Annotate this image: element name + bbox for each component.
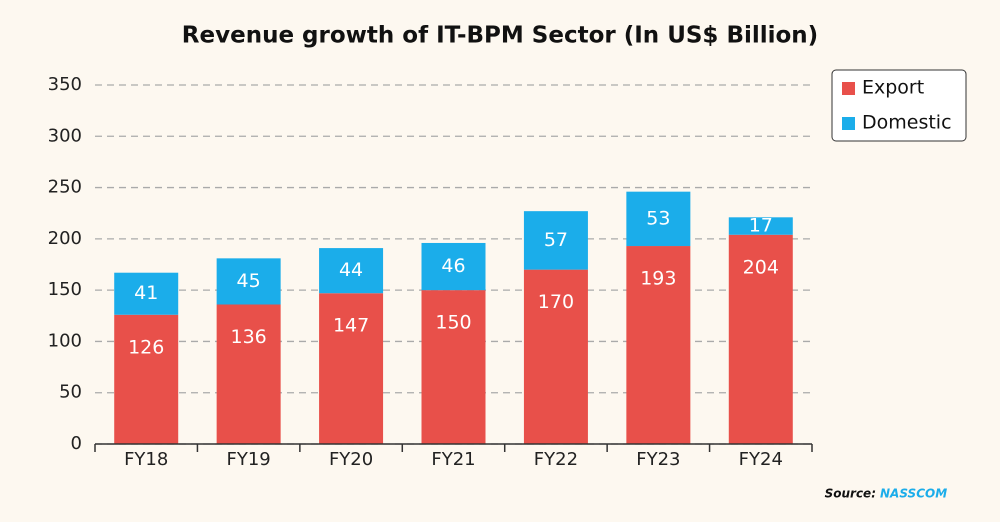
- bar-segment: [319, 248, 384, 294]
- y-tick-label: 200: [48, 228, 82, 249]
- source-label: Source:: [825, 487, 876, 501]
- bar-segment: [626, 246, 691, 444]
- data-label: 136: [231, 326, 267, 348]
- data-label: 170: [538, 291, 574, 313]
- bar-segment: [216, 258, 281, 305]
- bar-segment: [421, 290, 486, 444]
- bar-segment: [523, 269, 588, 444]
- bar-segment: [626, 191, 691, 247]
- y-tick-label: 150: [48, 279, 82, 300]
- y-tick-label: 100: [48, 330, 82, 351]
- y-tick-label: 300: [48, 125, 82, 146]
- data-label: 147: [333, 315, 369, 337]
- bar-segment: [319, 293, 384, 444]
- data-label: 44: [339, 259, 363, 281]
- data-label: 204: [743, 256, 779, 278]
- bar-segment: [421, 242, 486, 291]
- data-label: 53: [646, 207, 670, 229]
- data-label: 45: [237, 270, 261, 292]
- data-label: 193: [640, 268, 676, 290]
- chart-title: Revenue growth of IT-BPM Sector (In US$ …: [182, 23, 818, 49]
- x-tick-label: FY21: [431, 449, 475, 470]
- legend-label: Export: [862, 77, 924, 99]
- legend-label: Domestic: [862, 112, 952, 134]
- data-label: 150: [435, 312, 471, 334]
- x-tick-label: FY22: [534, 449, 578, 470]
- data-label: 57: [544, 229, 568, 251]
- y-tick-label: 350: [48, 74, 82, 95]
- x-tick-label: FY19: [227, 449, 271, 470]
- legend-box: [831, 69, 967, 142]
- bar-segment: [114, 272, 179, 315]
- x-tick-label: FY23: [636, 449, 680, 470]
- bar-segment: [216, 304, 281, 444]
- data-label: 46: [441, 255, 465, 277]
- y-tick-label: 50: [59, 382, 82, 403]
- x-tick-label: FY20: [329, 449, 373, 470]
- y-tick-label: 0: [71, 433, 82, 454]
- bar-segment: [728, 234, 793, 444]
- data-label: 126: [128, 336, 164, 358]
- source: NASSCOM: [880, 487, 947, 501]
- data-label: 41: [134, 282, 158, 304]
- bar-segment: [523, 211, 588, 270]
- bar-segment: [114, 314, 179, 444]
- x-tick-label: FY18: [124, 449, 168, 470]
- bar-segment: [728, 217, 793, 235]
- data-label: 17: [749, 215, 773, 237]
- legend-swatch: [842, 82, 855, 95]
- legend-swatch: [842, 117, 855, 130]
- y-tick-label: 250: [48, 177, 82, 198]
- x-tick-label: FY24: [739, 449, 783, 470]
